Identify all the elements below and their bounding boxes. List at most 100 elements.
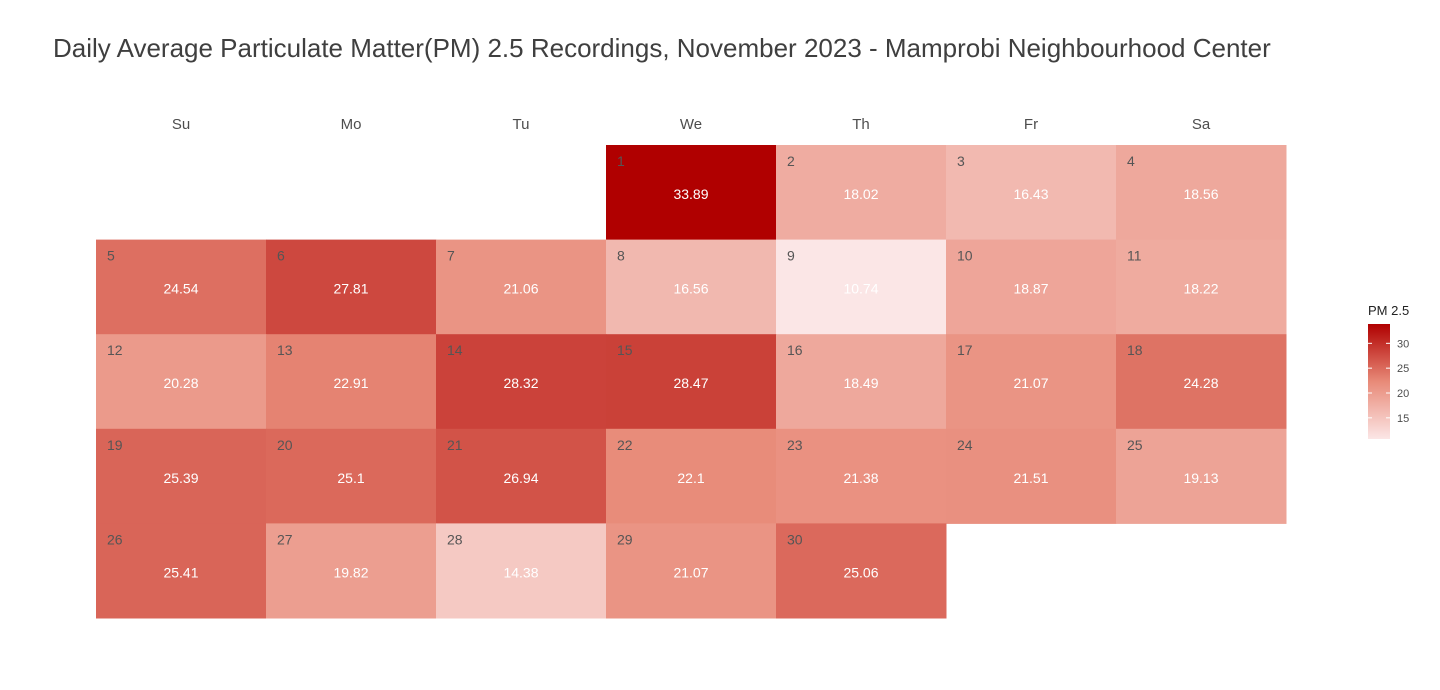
day-cell: 25 19.13 [1116, 428, 1287, 524]
day-cell: 22 22.1 [606, 428, 777, 524]
day-number: 16 [787, 342, 803, 358]
day-number: 11 [1127, 248, 1142, 264]
day-number: 6 [277, 248, 285, 264]
day-number: 30 [787, 531, 803, 547]
day-number: 22 [617, 437, 633, 453]
day-number: 13 [277, 342, 293, 358]
day-value-label: 24.54 [163, 281, 198, 297]
day-cell: 27 19.82 [266, 523, 437, 619]
day-value-label: 22.1 [677, 470, 704, 486]
day-cell-rect [266, 239, 437, 335]
day-cell-rect [436, 334, 607, 430]
day-value-label: 20.28 [163, 375, 198, 391]
day-number: 1 [617, 153, 625, 169]
day-number: 7 [447, 248, 455, 264]
weekday-label: Mo [341, 116, 362, 133]
legend-tick-label: 25 [1397, 363, 1409, 375]
day-number: 17 [957, 342, 973, 358]
day-value-label: 21.07 [1013, 375, 1048, 391]
legend-tick-label: 15 [1397, 413, 1409, 425]
day-value-label: 16.43 [1013, 186, 1048, 202]
day-number: 9 [787, 248, 795, 264]
day-value-label: 18.22 [1183, 281, 1218, 297]
day-cell: 14 28.32 [436, 334, 607, 430]
day-value-label: 26.94 [503, 470, 538, 486]
legend-tick-label: 30 [1397, 338, 1409, 350]
day-value-label: 28.47 [673, 375, 708, 391]
day-value-label: 18.87 [1013, 281, 1048, 297]
weekday-label: Tu [513, 116, 530, 133]
day-cell: 12 20.28 [96, 334, 267, 430]
day-cell-rect [436, 239, 607, 335]
day-value-label: 25.41 [163, 564, 198, 580]
day-number: 21 [447, 437, 463, 453]
day-cell: 15 28.47 [606, 334, 777, 430]
day-number: 27 [277, 531, 293, 547]
day-number: 2 [787, 153, 795, 169]
weekday-label: Fr [1024, 116, 1038, 133]
day-cell: 18 24.28 [1116, 334, 1287, 430]
day-cell-rect [1116, 145, 1287, 241]
day-cell: 26 25.41 [96, 523, 267, 619]
day-number: 15 [617, 342, 633, 358]
day-value-label: 21.07 [673, 564, 708, 580]
day-cell-rect [436, 428, 607, 524]
day-value-label: 22.91 [333, 375, 368, 391]
day-cell-rect [776, 239, 947, 335]
day-value-label: 16.56 [673, 281, 708, 297]
day-value-label: 25.39 [163, 470, 198, 486]
day-number: 25 [1127, 437, 1143, 453]
day-cell: 524.54 [96, 239, 267, 335]
day-cell-rect [96, 239, 267, 335]
day-cell-rect [606, 145, 777, 241]
day-cell: 816.56 [606, 239, 777, 335]
day-value-label: 25.06 [843, 564, 878, 580]
day-cell: 21 26.94 [436, 428, 607, 524]
day-number: 12 [107, 342, 123, 358]
day-cell-rect [266, 334, 437, 430]
day-cell: 17 21.07 [946, 334, 1117, 430]
day-value-label: 21.51 [1013, 470, 1048, 486]
day-cell-rect [606, 239, 777, 335]
day-cell: 13 22.91 [266, 334, 437, 430]
day-number: 23 [787, 437, 803, 453]
day-cell-rect [1116, 239, 1287, 335]
weekday-label: We [680, 116, 702, 133]
day-cell-rect [266, 428, 437, 524]
day-number: 24 [957, 437, 973, 453]
chart-title: Daily Average Particulate Matter(PM) 2.5… [53, 33, 1271, 63]
day-cell: 24 21.51 [946, 428, 1117, 524]
legend-tick-label: 20 [1397, 388, 1409, 400]
day-number: 19 [107, 437, 123, 453]
day-value-label: 18.02 [843, 186, 878, 202]
day-cell-rect [96, 334, 267, 430]
day-value-label: 18.56 [1183, 186, 1218, 202]
day-cell-rect [946, 145, 1117, 241]
day-cell-rect [96, 428, 267, 524]
day-number: 4 [1127, 153, 1135, 169]
day-cell: 19 25.39 [96, 428, 267, 524]
day-cell-rect [776, 145, 947, 241]
day-value-label: 10.74 [843, 281, 878, 297]
day-value-label: 24.28 [1183, 375, 1218, 391]
day-cell-rect [1116, 334, 1287, 430]
day-cell: 11 18.22 [1116, 239, 1287, 335]
day-cell-rect [776, 523, 947, 619]
day-number: 18 [1127, 342, 1143, 358]
day-cell: 316.43 [946, 145, 1117, 241]
day-cell-rect [946, 334, 1117, 430]
day-cell-rect [96, 523, 267, 619]
day-cell-rect [1116, 428, 1287, 524]
day-cell: 29 21.07 [606, 523, 777, 619]
day-cell-rect [436, 523, 607, 619]
day-number: 8 [617, 248, 625, 264]
day-cell-rect [946, 239, 1117, 335]
day-cell: 23 21.38 [776, 428, 947, 524]
day-cell: 218.02 [776, 145, 947, 241]
day-number: 10 [957, 248, 973, 264]
day-cell-rect [606, 428, 777, 524]
day-number: 29 [617, 531, 633, 547]
day-cell: 910.74 [776, 239, 947, 335]
day-value-label: 14.38 [503, 564, 538, 580]
